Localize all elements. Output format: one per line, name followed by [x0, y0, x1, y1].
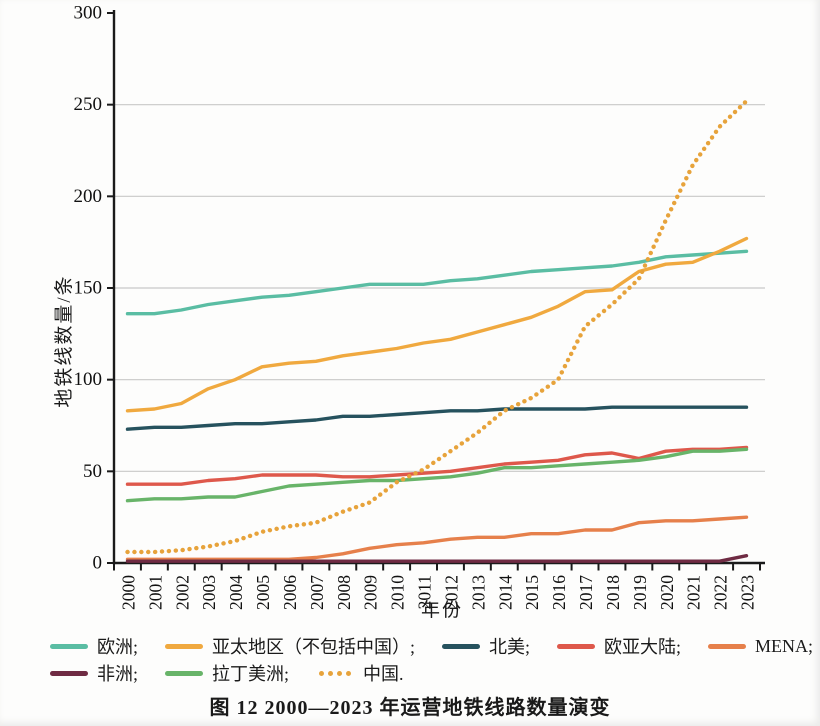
x-tick-label: 2023: [738, 575, 758, 610]
figure-caption: 图 12 2000—2023 年运营地铁线路数量演变: [209, 697, 611, 719]
x-tick-label: 2004: [226, 575, 246, 610]
legend-item-拉丁美洲: 拉丁美洲;: [165, 660, 289, 686]
y-tick-label: 0: [93, 553, 103, 574]
x-axis-title: 年份: [420, 600, 463, 621]
legend-line-swatch: [708, 643, 747, 649]
y-tick-label: 300: [74, 3, 103, 24]
legend-line-swatch: [165, 670, 204, 676]
legend-label: 非洲;: [97, 664, 139, 684]
legend-label: 欧洲;: [97, 637, 139, 657]
series-line-MENA: [125, 515, 749, 561]
series-line-亚太地区（不包括中国）: [125, 236, 749, 413]
x-tick-label: 2018: [603, 575, 623, 610]
y-axis-title: 地铁线数量/条: [54, 274, 75, 408]
x-tick-label: 2019: [630, 575, 650, 610]
legend-item-非洲: 非洲;: [50, 660, 138, 686]
legend-dotted-swatch: [316, 670, 354, 676]
legend-row: 欧洲; 亚太地区（不包括中国）; 北美; 欧亚大陆; MENA;: [50, 634, 813, 658]
y-tick-label: 50: [83, 461, 102, 482]
legend-item-MENA: MENA;: [708, 636, 813, 657]
x-tick-label: 2014: [495, 575, 515, 610]
legend-dot: [328, 670, 334, 676]
x-tick-label: 2002: [172, 575, 192, 610]
x-tick-label: 2007: [307, 575, 327, 610]
legend-row: 非洲; 拉丁美洲; 中国.: [50, 661, 813, 685]
x-tick-label: 2010: [388, 575, 408, 610]
x-tick-label: 2017: [576, 575, 596, 610]
x-tick-label: 2008: [334, 575, 354, 610]
legend-line-swatch: [165, 643, 204, 649]
x-tick-label: 2015: [522, 575, 542, 610]
legend-item-欧洲: 欧洲;: [50, 633, 138, 659]
chart-legend: 欧洲; 亚太地区（不包括中国）; 北美; 欧亚大陆; MENA; 非洲; 拉丁美洲; 中国.: [50, 634, 813, 685]
y-tick-label: 200: [74, 186, 103, 207]
legend-dot: [337, 670, 343, 676]
x-tick-label: 2022: [711, 575, 731, 610]
x-tick-label: 2009: [361, 575, 381, 610]
x-tick-label: 2011: [415, 575, 435, 609]
legend-dot: [346, 670, 352, 676]
x-tick-label: 2020: [657, 575, 677, 610]
legend-label: 北美;: [489, 637, 531, 657]
y-tick-label: 150: [74, 278, 103, 299]
legend-line-swatch: [442, 643, 481, 649]
legend-line-swatch: [557, 643, 596, 649]
x-tick-label: 2006: [280, 575, 300, 610]
x-tick-label: 2013: [468, 575, 488, 610]
x-tick-label: 2021: [684, 575, 704, 610]
legend-label: MENA;: [755, 635, 814, 656]
y-tick-label: 100: [74, 369, 103, 390]
legend-label: 中国.: [363, 664, 404, 684]
legend-line-swatch: [50, 643, 88, 649]
x-tick-label: 2000: [118, 575, 138, 610]
series-line-欧洲: [125, 249, 749, 316]
series-line-拉丁美洲: [125, 447, 749, 503]
legend-item-北美: 北美;: [442, 633, 530, 659]
series-line-欧亚大陆: [125, 445, 749, 486]
series-line-北美: [125, 405, 749, 431]
legend-item-中国: 中国.: [316, 660, 404, 686]
legend-line-swatch: [50, 670, 88, 676]
x-tick-label: 2001: [145, 575, 165, 610]
legend-item-欧亚大陆: 欧亚大陆;: [557, 633, 681, 659]
series-line-非洲: [125, 554, 749, 563]
y-tick-label: 250: [74, 94, 103, 115]
x-tick-label: 2003: [199, 575, 219, 610]
x-tick-label: 2016: [549, 575, 569, 610]
legend-label: 亚太地区（不包括中国）;: [212, 637, 416, 657]
x-tick-label: 2012: [441, 575, 461, 610]
legend-label: 拉丁美洲;: [212, 664, 290, 684]
series-line-中国: [125, 98, 749, 555]
legend-item-亚太地区（不包括中国）: 亚太地区（不包括中国）;: [165, 633, 415, 659]
legend-label: 欧亚大陆;: [604, 637, 682, 657]
legend-dot: [319, 670, 325, 676]
line-chart: 0 50 100 150 200 250 300 2000 2001 2002 2003 2004 20…: [74, 3, 765, 610]
x-tick-label: 2005: [253, 575, 273, 610]
